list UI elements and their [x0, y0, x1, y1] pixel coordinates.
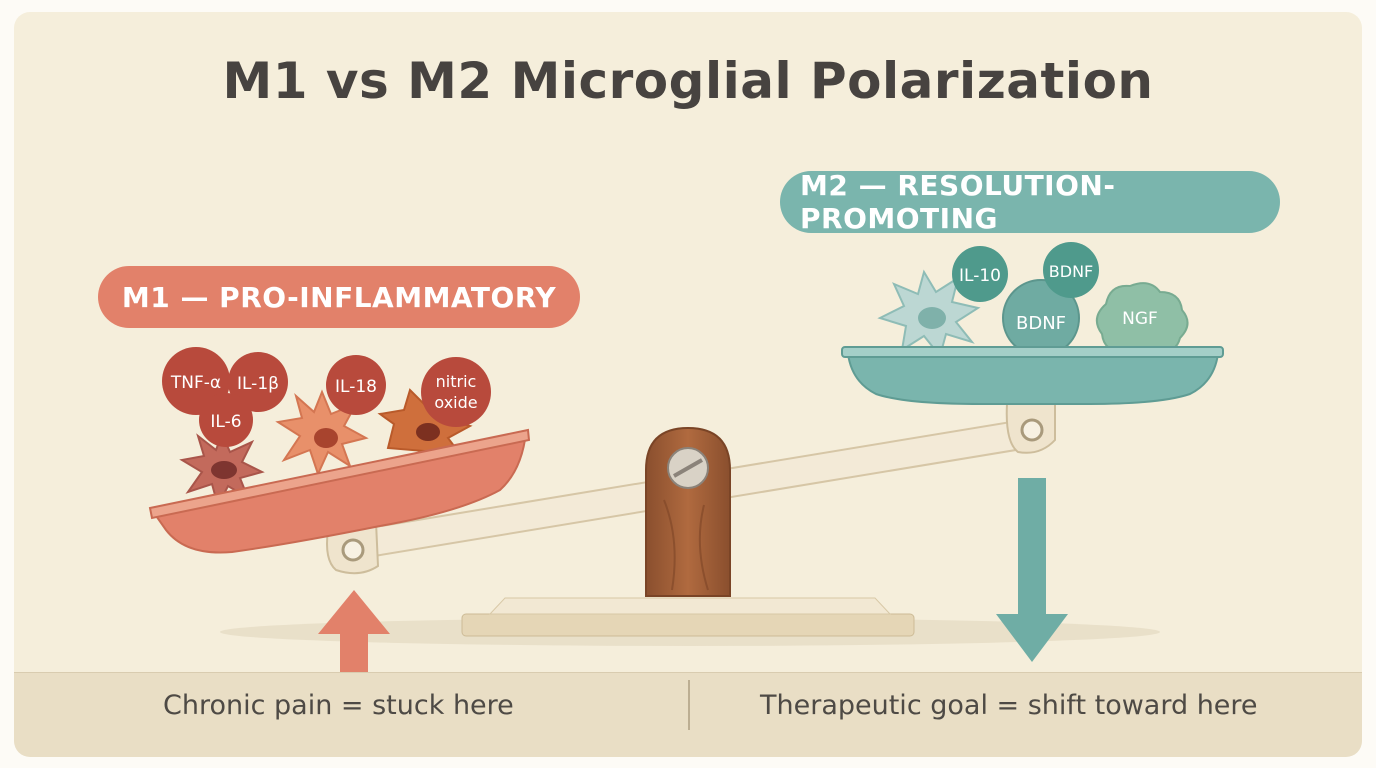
down-arrow-icon	[996, 478, 1068, 662]
molecule-label: IL-10	[959, 266, 1001, 286]
molecule-label: TNF-α	[170, 373, 221, 393]
molecule-label: BDNF	[1049, 262, 1093, 281]
molecule-label: IL-1β	[237, 374, 279, 394]
right-hinge	[1005, 403, 1056, 454]
m1-molecule-il-1b: IL-1β	[228, 352, 288, 412]
m2-label: M2 — RESOLUTION-PROMOTING	[800, 169, 1116, 235]
fulcrum-base	[461, 597, 915, 637]
m2-molecule-il-10: IL-10	[952, 246, 1008, 302]
m1-label-pill: M1 — PRO-INFLAMMATORY	[98, 266, 580, 328]
m2-molecule-ngf: NGF	[1095, 282, 1189, 358]
diagram-title: M1 vs M2 Microglial Polarization	[222, 52, 1154, 110]
m2-label-pill: M2 — RESOLUTION-PROMOTING	[780, 169, 1280, 235]
molecule-label: oxide	[434, 393, 477, 412]
molecule-label: nitric	[436, 372, 477, 391]
up-arrow-icon	[318, 590, 390, 676]
footer-left-caption: Chronic pain = stuck here	[163, 690, 514, 721]
footer-divider	[688, 680, 690, 730]
molecule-label: IL-18	[335, 377, 377, 397]
m2-molecule-bdnf-small: BDNF	[1043, 242, 1099, 298]
m1-tray	[148, 428, 531, 554]
fulcrum-post	[645, 426, 731, 597]
molecule-label: BDNF	[1016, 313, 1066, 334]
m1-molecule-nitric-oxide: nitric oxide	[421, 357, 491, 427]
m1-molecule-il-18: IL-18	[326, 355, 386, 415]
footer-right-caption: Therapeutic goal = shift toward here	[760, 690, 1258, 721]
m1-label: M1 — PRO-INFLAMMATORY	[121, 280, 557, 314]
m2-tray	[841, 346, 1224, 405]
m1-molecule-il-6: IL-6	[199, 393, 253, 447]
molecule-label: IL-6	[210, 412, 241, 432]
molecule-label: NGF	[1122, 309, 1158, 329]
